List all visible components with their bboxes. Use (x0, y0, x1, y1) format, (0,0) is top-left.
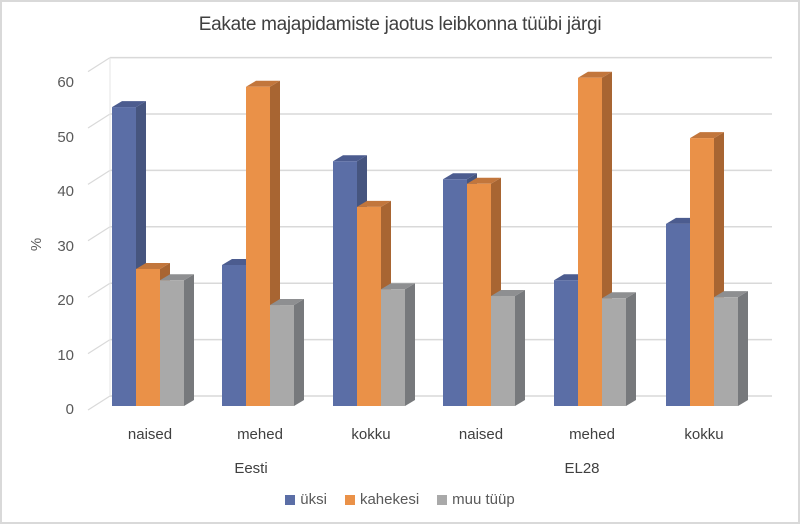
bar-top-face (160, 274, 194, 281)
y-tick-label: 50 (57, 128, 74, 146)
y-side-tick (87, 226, 111, 242)
bar-top-face (270, 299, 304, 306)
bar-side-face (184, 274, 194, 406)
legend-item: muu tüüp (437, 491, 515, 508)
bar-top-face (357, 200, 391, 207)
bar-top-face (467, 177, 501, 184)
bar (491, 296, 515, 406)
legend-label: kahekesi (359, 491, 420, 508)
bar-top-face (381, 283, 415, 290)
bar-top-face (714, 291, 748, 298)
x-category-label: mehed (569, 426, 615, 443)
x-category-label: naised (458, 426, 504, 443)
chart-title: Eakate majapidamiste jaotus leibkonna tü… (198, 14, 602, 35)
bar (443, 179, 467, 406)
x-category-label: kokku (684, 426, 724, 443)
y-side-tick (87, 395, 111, 411)
x-category-label: kokku (351, 426, 391, 443)
bar-side-face (294, 299, 304, 406)
y-side-tick (87, 169, 111, 185)
y-side-tick (87, 113, 111, 129)
legend-item: üksi (285, 491, 327, 508)
bar-top-face (690, 132, 724, 139)
legend: üksi kahekesi muu tüüp (0, 491, 800, 508)
bar-side-face (405, 283, 415, 406)
bar (246, 86, 270, 406)
bar-side-face (738, 291, 748, 406)
legend-swatch-icon (344, 494, 355, 505)
bar-top-face (246, 80, 280, 87)
bar (112, 107, 136, 406)
y-tick-label: 60 (57, 74, 74, 91)
x-category-label: naised (127, 426, 173, 443)
bar (160, 280, 184, 406)
bar-top-face (112, 101, 146, 108)
legend-label: muu tüüp (452, 491, 515, 508)
y-tick-label: 30 (57, 237, 74, 255)
y-side-tick (87, 339, 111, 355)
bar-side-face (626, 292, 636, 406)
y-side-tick (87, 282, 111, 298)
legend-swatch-icon (437, 494, 448, 505)
legend-item: kahekesi (344, 491, 420, 508)
bar-top-face (602, 292, 636, 299)
bar-top-face (443, 173, 477, 180)
bar-top-face (578, 71, 612, 78)
y-tick-label: 20 (57, 292, 74, 309)
bar (554, 280, 578, 406)
bar (467, 183, 491, 406)
bar (381, 289, 405, 406)
bar (222, 265, 246, 406)
y-tick-label: 40 (57, 183, 74, 200)
bar (666, 223, 690, 406)
y-tick-label: 10 (57, 346, 74, 364)
bar (357, 206, 381, 406)
bar (714, 297, 738, 406)
bar-side-face (515, 290, 525, 406)
legend-label: üksi (300, 491, 327, 508)
bar (333, 161, 357, 406)
bar-top-face (136, 262, 170, 269)
bar (270, 305, 294, 406)
bar (578, 77, 602, 406)
bar (136, 268, 160, 406)
legend-swatch-icon (285, 494, 296, 505)
y-side-tick (87, 57, 111, 73)
bar (690, 138, 714, 406)
bar (602, 298, 626, 406)
y-tick-label: 0 (65, 401, 74, 418)
x-group-label: Eesti (234, 460, 268, 477)
x-group-label: EL28 (564, 460, 600, 477)
x-category-label: mehed (237, 426, 283, 443)
bar-top-face (333, 155, 367, 162)
bar-top-face (491, 290, 525, 297)
